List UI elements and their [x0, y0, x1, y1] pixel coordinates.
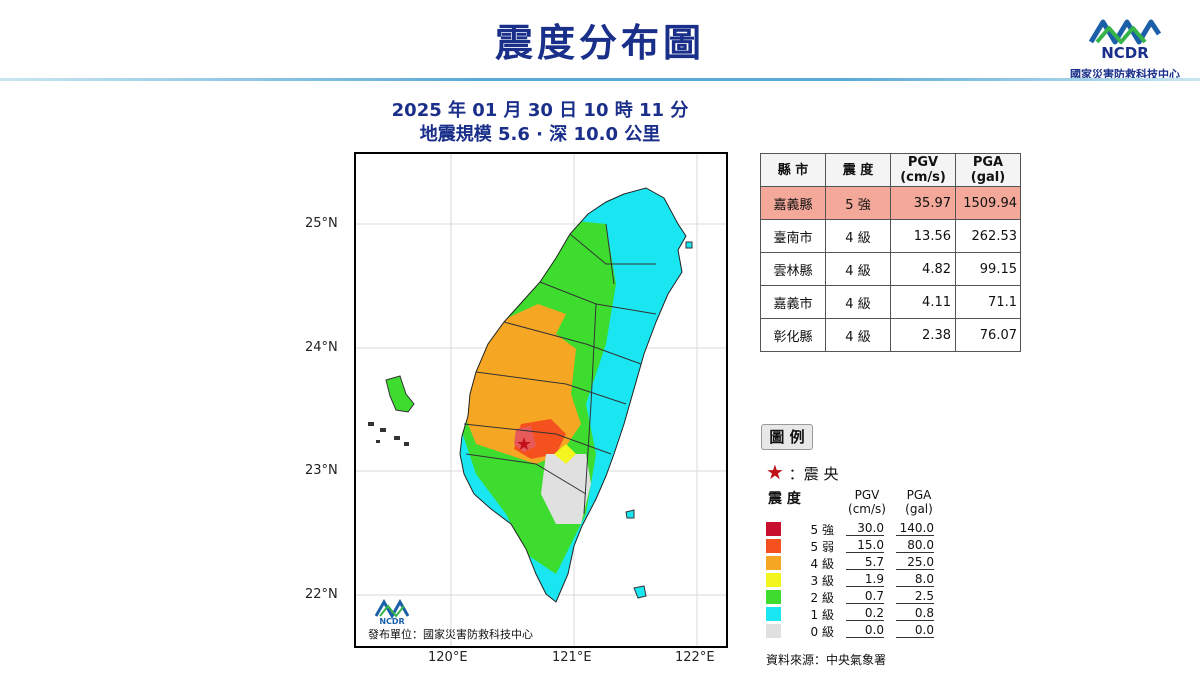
col-intensity: 震 度 — [825, 153, 891, 187]
legend-epicenter-label: ：震 央 — [788, 465, 839, 483]
header-divider — [0, 78, 1200, 81]
cell-county: 臺南市 — [760, 219, 826, 253]
cell-pga: 76.07 — [955, 318, 1021, 352]
data-source: 資料來源：中央氣象署 — [766, 653, 887, 667]
event-magnitude-depth: 地震規模 5.6 · 深 10.0 公里 — [419, 124, 661, 145]
cell-pgv: 4.11 — [890, 285, 956, 319]
cell-intensity: 5 強 — [825, 186, 891, 220]
green-island — [625, 509, 635, 519]
cell-county: 嘉義市 — [760, 285, 826, 319]
cell-pga: 99.15 — [955, 252, 1021, 286]
legend-pgv: 0.7 — [846, 589, 884, 604]
legend-col-pgv: PGV (cm/s) — [848, 488, 886, 516]
cell-county: 嘉義縣 — [760, 186, 826, 220]
cell-county: 雲林縣 — [760, 252, 826, 286]
cell-intensity: 4 級 — [825, 219, 891, 253]
legend-level: 1 級 — [810, 608, 834, 622]
legend-pga: 0.8 — [896, 606, 934, 621]
legend-pgv: 1.9 — [846, 572, 884, 587]
intensity-zones — [460, 188, 686, 602]
ncdr-logo-icon: NCDR — [1088, 19, 1162, 62]
legend-pgv: 5.7 — [846, 555, 884, 570]
legend-pga: 25.0 — [896, 555, 934, 570]
logo-text: NCDR — [1101, 44, 1149, 60]
legend-title: 圖 例 — [761, 424, 813, 450]
legend-level: 5 弱 — [810, 540, 834, 554]
lat-label-23: 23°N — [305, 463, 338, 478]
legend-pgv: 15.0 — [846, 538, 884, 553]
issuer-label: 發布單位：國家災害防救科技中心 — [368, 628, 533, 641]
col-pgv: PGV (cm/s) — [890, 153, 956, 187]
table-row: 雲林縣 4 級 4.82 99.15 — [760, 252, 1021, 286]
org-name: 國家災害防救科技中心 — [1070, 68, 1180, 81]
lon-label-120: 120°E — [428, 650, 468, 665]
cell-pga: 262.53 — [955, 219, 1021, 253]
legend-pga: 2.5 — [896, 589, 934, 604]
cell-county: 彰化縣 — [760, 318, 826, 352]
legend-swatch — [766, 624, 781, 638]
turtle-island — [685, 241, 693, 249]
legend-pga: 80.0 — [896, 538, 934, 553]
cell-intensity: 4 級 — [825, 285, 891, 319]
table-header-row: 縣 市 震 度 PGV (cm/s) PGA (gal) — [760, 153, 1021, 187]
cell-pga: 71.1 — [955, 285, 1021, 319]
star-icon: ★ — [766, 460, 784, 484]
legend-swatch — [766, 539, 781, 553]
cell-pgv: 4.82 — [890, 252, 956, 286]
lat-label-22: 22°N — [305, 587, 338, 602]
event-datetime: 2025 年 01 月 30 日 10 時 11 分 — [391, 100, 689, 121]
legend-pga: 140.0 — [896, 521, 934, 536]
cell-pga: 1509.94 — [955, 186, 1021, 220]
station-table: 縣 市 震 度 PGV (cm/s) PGA (gal) 嘉義縣 5 強 35.97… — [760, 153, 1021, 352]
legend-pgv: 30.0 — [846, 521, 884, 536]
legend-swatch — [766, 556, 781, 570]
legend-swatch — [766, 522, 781, 536]
legend-swatch — [766, 607, 781, 621]
cell-intensity: 4 級 — [825, 252, 891, 286]
lon-label-121: 121°E — [552, 650, 592, 665]
table-row: 彰化縣 4 級 2.38 76.07 — [760, 318, 1021, 352]
county-borders — [459, 187, 687, 603]
legend-level: 4 級 — [810, 557, 834, 571]
legend-pgv: 0.0 — [846, 623, 884, 638]
legend-level: 5 強 — [810, 523, 834, 537]
lat-label-25: 25°N — [305, 216, 338, 231]
legend-level: 3 級 — [810, 574, 834, 588]
table-row: 嘉義縣 5 強 35.97 1509.94 — [760, 186, 1021, 220]
legend-swatch — [766, 590, 781, 604]
epicenter-star-icon[interactable]: ★ — [516, 434, 532, 455]
orchid-island — [633, 585, 647, 599]
map-logo-text: NCDR — [379, 617, 404, 626]
page-title: 震度分布圖 — [494, 21, 705, 65]
lon-label-122: 122°E — [675, 650, 715, 665]
legend-swatch — [766, 573, 781, 587]
intensity-map-canvas: ★ NCDR — [356, 154, 726, 646]
legend-col-intensity: 震 度 — [768, 491, 801, 507]
table-row: 嘉義市 4 級 4.11 71.1 — [760, 285, 1021, 319]
legend-level: 2 級 — [810, 591, 834, 605]
legend-epicenter: ★ ：震 央 — [766, 460, 839, 484]
ncdr-logo: NCDR 國家災害防救科技中心 — [1060, 14, 1190, 82]
cell-pgv: 35.97 — [890, 186, 956, 220]
penghu-islands — [368, 375, 415, 446]
table-row: 臺南市 4 級 13.56 262.53 — [760, 219, 1021, 253]
map-ncdr-logo-icon: NCDR — [374, 598, 410, 626]
legend-pgv: 0.2 — [846, 606, 884, 621]
cell-intensity: 4 級 — [825, 318, 891, 352]
legend-pga: 8.0 — [896, 572, 934, 587]
intensity-map[interactable]: ★ NCDR — [354, 152, 728, 648]
col-county: 縣 市 — [760, 153, 826, 187]
legend-col-pga: PGA (gal) — [905, 488, 933, 516]
legend-pga: 0.0 — [896, 623, 934, 638]
legend-level: 0 級 — [810, 625, 834, 639]
col-pga: PGA (gal) — [955, 153, 1021, 187]
lat-label-24: 24°N — [305, 340, 338, 355]
cell-pgv: 2.38 — [890, 318, 956, 352]
cell-pgv: 13.56 — [890, 219, 956, 253]
